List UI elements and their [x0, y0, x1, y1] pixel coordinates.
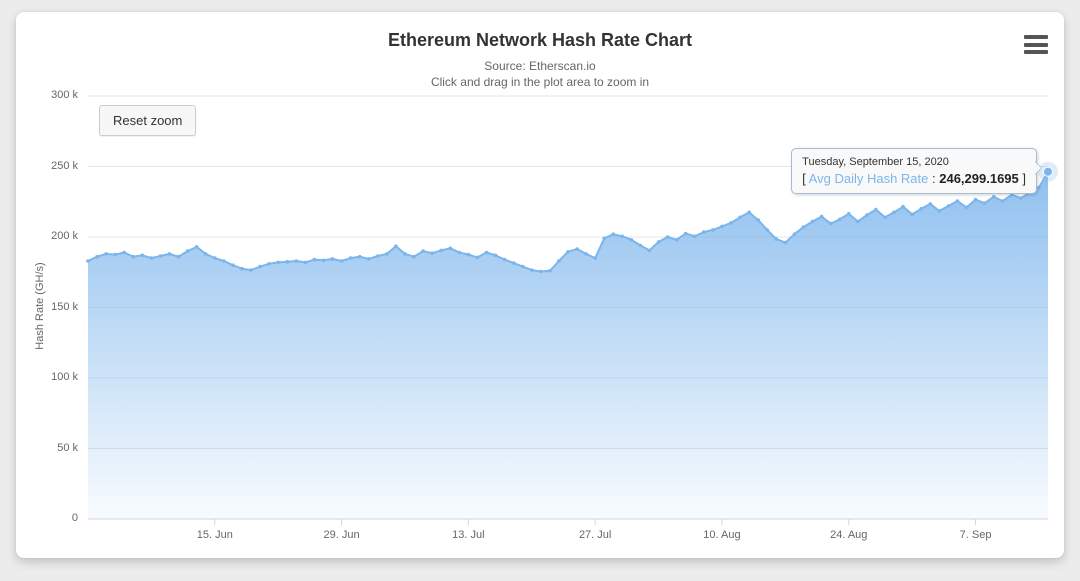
x-axis-label: 7. Sep: [959, 529, 992, 541]
reset-zoom-button[interactable]: Reset zoom: [99, 105, 197, 136]
hamburger-menu-icon: [1024, 35, 1048, 39]
tooltip-date: Tuesday, September 15, 2020: [802, 156, 949, 168]
export-menu-button[interactable]: [1024, 35, 1048, 54]
tooltip-series-name: Avg Daily Hash Rate: [808, 171, 929, 186]
y-axis-label: 100 k: [51, 371, 78, 383]
x-axis-label: 29. Jun: [323, 529, 360, 541]
y-axis-label: 200 k: [51, 230, 78, 242]
x-axis-tickmarks: [214, 519, 977, 525]
y-axis-label: 300 k: [51, 89, 78, 101]
y-axis-label: 250 k: [51, 159, 78, 172]
y-axis-label: 150 k: [51, 300, 78, 313]
hash-rate-area-series: [86, 169, 1050, 519]
tooltip-value-line: [ Avg Daily Hash Rate : 246,299.1695 ]: [802, 171, 1026, 186]
chart-title: Ethereum Network Hash Rate Chart: [387, 30, 693, 50]
x-axis-label: 27. Jul: [578, 529, 612, 541]
x-axis-label: 24. Aug: [830, 529, 868, 541]
chart-card: Ethereum Network Hash Rate Chart Source:…: [16, 12, 1064, 558]
chart-subtitle-hint: Click and drag in the plot area to zoom …: [430, 75, 650, 89]
x-axis-label: 13. Jul: [452, 529, 485, 541]
plot-area[interactable]: [86, 95, 1058, 527]
x-axis-label: 15. Jun: [196, 529, 233, 541]
tooltip: Tuesday, September 15, 2020 [ Avg Daily …: [791, 148, 1042, 194]
y-axis-label: 50 k: [57, 441, 78, 454]
x-axis-label: 10. Aug: [703, 529, 741, 541]
hover-point-marker[interactable]: [1038, 161, 1058, 182]
tooltip-value: 246,299.1695: [939, 171, 1019, 186]
y-axis-label: 0: [71, 512, 78, 524]
chart-subtitle-source: Source: Etherscan.io: [484, 59, 596, 73]
